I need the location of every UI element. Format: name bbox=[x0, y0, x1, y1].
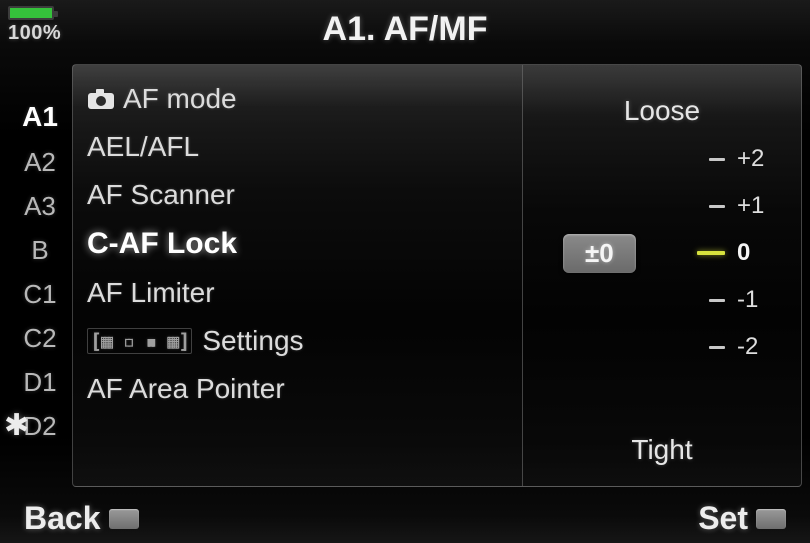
menu-item-label: AEL/AFL bbox=[87, 131, 199, 163]
value-panel: Loose +2 +1 0 -1 -2 ±0 Tight bbox=[522, 64, 802, 487]
menu-list: AF mode AEL/AFL AF Scanner C-AF Lock AF Limi… bbox=[72, 64, 522, 487]
scale-tick[interactable]: -1 bbox=[543, 282, 773, 318]
page-title: A1. AF/MF bbox=[0, 10, 810, 49]
tick-label: -2 bbox=[737, 333, 773, 361]
menu-item-label: C-AF Lock bbox=[87, 227, 237, 261]
tick-label: +1 bbox=[737, 192, 773, 220]
af-target-pattern-icon: [▦ ▫ ▪ ▦] bbox=[87, 328, 192, 354]
tick-dash-icon bbox=[709, 346, 725, 349]
tab-a3[interactable]: A3 bbox=[8, 184, 72, 228]
menu-item[interactable]: AF mode bbox=[87, 83, 508, 115]
back-button[interactable]: Back bbox=[24, 500, 139, 537]
tab-c2[interactable]: C2 bbox=[8, 316, 72, 360]
current-value-pill: ±0 bbox=[563, 234, 636, 273]
tick-label: -1 bbox=[737, 286, 773, 314]
menu-item[interactable]: AF Scanner bbox=[87, 179, 508, 211]
scale-tick[interactable]: -2 bbox=[543, 329, 773, 365]
menu-item[interactable]: AEL/AFL bbox=[87, 131, 508, 163]
tick-dash-icon bbox=[709, 158, 725, 161]
menu-item[interactable]: [▦ ▫ ▪ ▦] Settings bbox=[87, 325, 508, 357]
set-key-icon bbox=[756, 509, 786, 529]
scale-top-label: Loose bbox=[624, 95, 700, 127]
menu-item[interactable]: AF Limiter bbox=[87, 277, 508, 309]
tick-label: +2 bbox=[737, 145, 773, 173]
back-key-icon bbox=[109, 509, 139, 529]
menu-item-label: Settings bbox=[202, 325, 303, 357]
footer-bar: Back Set bbox=[24, 500, 786, 537]
tab-c1[interactable]: C1 bbox=[8, 272, 72, 316]
tick-dash-icon bbox=[709, 205, 725, 208]
tick-dash-icon bbox=[709, 299, 725, 302]
main-panel: A1A2A3BC1C2D1D2 ✱ AF mode AEL/AFL AF Scann… bbox=[8, 64, 802, 487]
tab-b[interactable]: B bbox=[8, 228, 72, 272]
tick-dash-icon bbox=[697, 251, 725, 255]
menu-item[interactable]: AF Area Pointer bbox=[87, 373, 508, 405]
camera-icon bbox=[87, 88, 115, 110]
tabs-column: A1A2A3BC1C2D1D2 ✱ bbox=[8, 64, 72, 487]
menu-item-label: AF Scanner bbox=[87, 179, 235, 211]
gear-icon[interactable]: ✱ bbox=[4, 408, 29, 443]
menu-item[interactable]: C-AF Lock bbox=[87, 227, 508, 261]
tick-label: 0 bbox=[737, 239, 773, 267]
tab-a2[interactable]: A2 bbox=[8, 140, 72, 184]
menu-item-label: AF Area Pointer bbox=[87, 373, 285, 405]
tab-d1[interactable]: D1 bbox=[8, 360, 72, 404]
tab-a1[interactable]: A1 bbox=[8, 94, 72, 140]
scale-tick[interactable]: +1 bbox=[543, 188, 773, 224]
back-label: Back bbox=[24, 500, 101, 537]
menu-item-label: AF Limiter bbox=[87, 277, 215, 309]
menu-item-label: AF mode bbox=[123, 83, 237, 115]
set-button[interactable]: Set bbox=[698, 500, 786, 537]
scale-tick[interactable]: +2 bbox=[543, 141, 773, 177]
set-label: Set bbox=[698, 500, 748, 537]
scale-bottom-label: Tight bbox=[631, 434, 692, 466]
